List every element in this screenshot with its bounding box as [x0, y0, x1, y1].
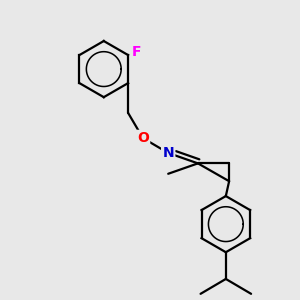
- Text: F: F: [132, 45, 141, 59]
- Text: O: O: [137, 131, 149, 145]
- Text: N: N: [162, 146, 174, 160]
